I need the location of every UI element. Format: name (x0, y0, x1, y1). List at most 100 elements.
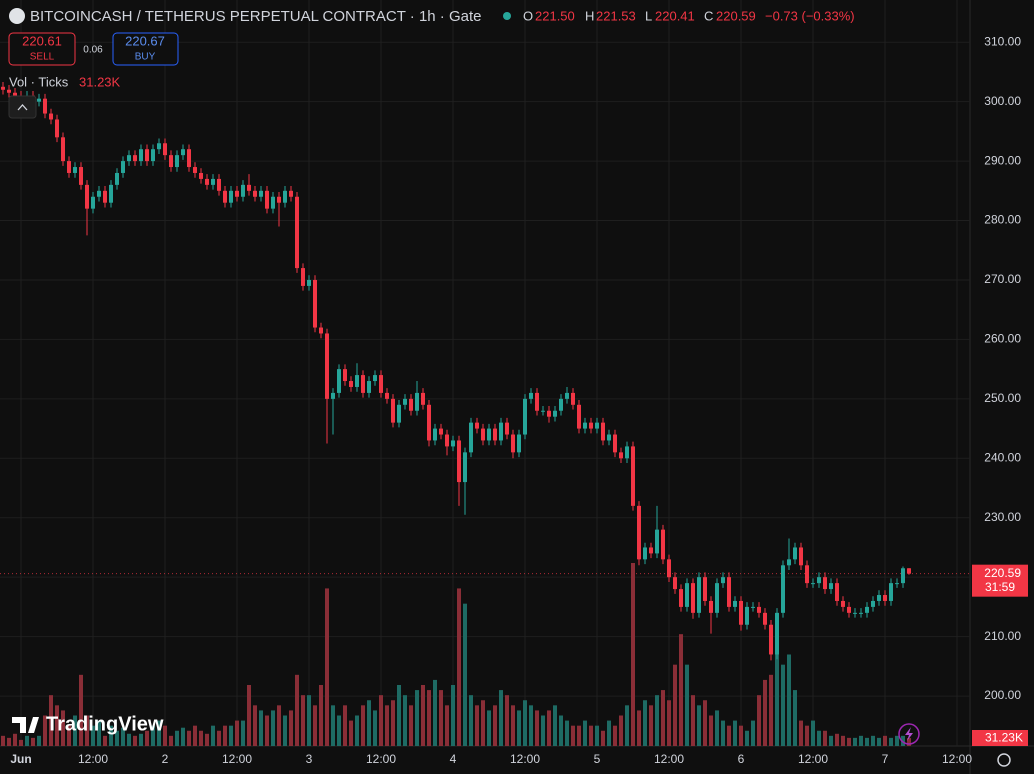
candle-body (901, 568, 905, 584)
volume-bar (439, 690, 443, 746)
candle-body (865, 606, 869, 613)
volume-bar (295, 674, 299, 746)
volume-bar (637, 710, 641, 746)
volume-bar (511, 705, 515, 746)
volume-bar (889, 737, 893, 746)
candle-body (529, 392, 533, 399)
volume-bar (631, 563, 635, 746)
alert-icon[interactable] (898, 723, 920, 745)
candle-body (1, 86, 5, 90)
volume-bar (139, 733, 143, 746)
volume-bar (355, 715, 359, 746)
candle-body (61, 137, 65, 162)
candle-body (811, 583, 815, 585)
settings-icon[interactable] (997, 753, 1011, 767)
volume-bar (655, 695, 659, 746)
candle-body (745, 606, 749, 625)
candle-body (763, 612, 767, 625)
volume-bar (841, 735, 845, 746)
candle-body (397, 404, 401, 423)
candle-layer (1, 82, 911, 661)
candle-body (751, 606, 755, 608)
volume-bar (565, 720, 569, 746)
volume-bar (133, 735, 137, 746)
candle-body (289, 190, 293, 197)
volume-bar (559, 715, 563, 746)
volume-bar (109, 725, 113, 746)
volume-bar (475, 705, 479, 746)
candle-body (235, 190, 239, 197)
candle-body (43, 98, 47, 114)
volume-bar (619, 715, 623, 746)
volume-bar (103, 735, 107, 746)
collapse-button[interactable] (8, 95, 37, 119)
x-tick-label: 12:00 (942, 752, 972, 766)
sell-label: SELL (30, 52, 55, 63)
y-tick-label: 260.00 (984, 332, 1021, 346)
candle-body (55, 119, 59, 138)
candle-body (775, 612, 779, 655)
candle-body (13, 92, 17, 96)
x-tick-label: 12:00 (798, 752, 828, 766)
volume-bar (361, 705, 365, 746)
candle-body (121, 161, 125, 173)
candle-body (307, 279, 311, 286)
volume-bar (313, 705, 317, 746)
spread: 0.06 (83, 45, 103, 56)
candle-body (565, 392, 569, 399)
volume-bar (409, 705, 413, 746)
volume-bar (337, 715, 341, 746)
sell-button[interactable] (8, 32, 76, 66)
candle-body (547, 410, 551, 417)
volume-bar (685, 664, 689, 746)
volume-bar (859, 735, 863, 746)
candle-body (595, 422, 599, 429)
volume-bar (55, 705, 59, 746)
candle-body (403, 398, 407, 405)
candle-body (463, 452, 467, 483)
volume-bar (193, 725, 197, 746)
candle-body (859, 612, 863, 614)
candle-body (265, 190, 269, 209)
volume-bar (325, 588, 329, 746)
y-tick-label: 270.00 (984, 272, 1021, 286)
candle-body (139, 149, 143, 162)
candle-body (493, 428, 497, 441)
volume-bar (271, 710, 275, 746)
candle-body (799, 547, 803, 566)
volume-bar (403, 695, 407, 746)
volume-bar (709, 715, 713, 746)
c-value: 220.59 (716, 8, 756, 23)
volume-bar (37, 735, 41, 746)
candle-body (655, 529, 659, 554)
candle-body (589, 422, 593, 429)
l-value: 220.41 (655, 8, 695, 23)
status-dot (503, 12, 511, 20)
candle-body (445, 434, 449, 447)
candle-body (385, 392, 389, 399)
volume-bar (649, 705, 653, 746)
volume-bar (397, 685, 401, 746)
candle-body (169, 155, 173, 168)
volume-bar (25, 735, 29, 746)
candle-body (577, 404, 581, 429)
volume-bar (799, 720, 803, 746)
volume-bar (67, 725, 71, 746)
candle-body (601, 422, 605, 441)
candle-body (625, 446, 629, 459)
volume-bar (1, 735, 5, 746)
volume-bar (121, 727, 125, 746)
candle-body (781, 565, 785, 613)
volume-bar (679, 634, 683, 746)
candle-body (733, 600, 737, 607)
volume-bar (277, 705, 281, 746)
countdown: 31:59 (985, 580, 1015, 594)
volume-bar (907, 738, 911, 746)
volume-bar (229, 725, 233, 746)
y-tick-label: 230.00 (984, 510, 1021, 524)
volume-bar (145, 730, 149, 746)
volume-bar (883, 735, 887, 746)
buy-button[interactable] (112, 32, 179, 66)
volume-bar (265, 715, 269, 746)
